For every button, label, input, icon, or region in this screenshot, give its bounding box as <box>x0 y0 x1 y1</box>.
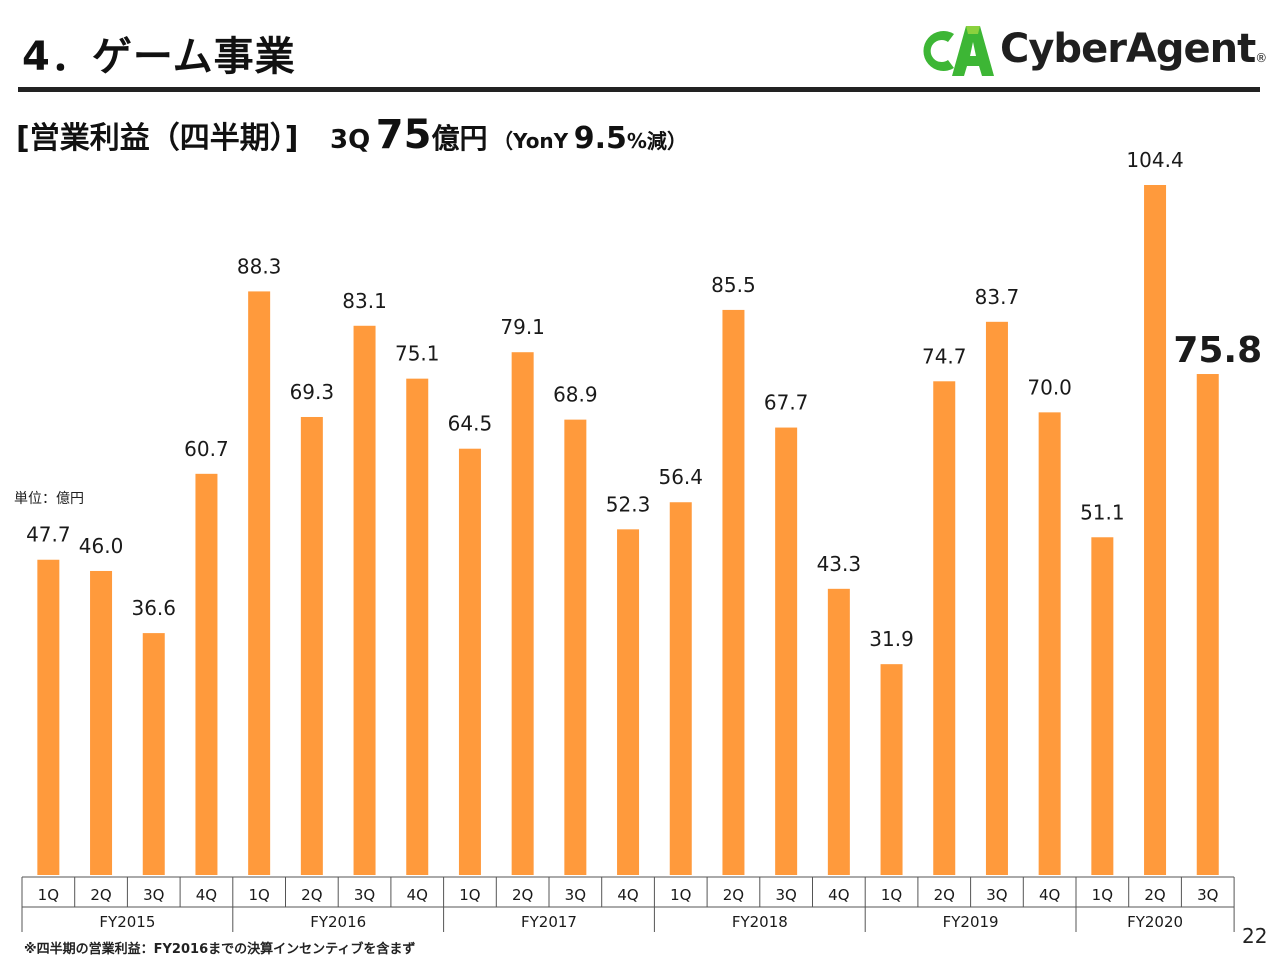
category-tick-label: 4Q <box>828 886 849 904</box>
bar-value-label: 75.1 <box>395 342 440 366</box>
category-tick-label: 1Q <box>459 886 480 904</box>
bar-value-label: 104.4 <box>1126 148 1183 172</box>
category-tick-label: 2Q <box>934 886 955 904</box>
category-tick-label: 2Q <box>1144 886 1165 904</box>
bar <box>722 309 745 875</box>
headline-open-paren: （ <box>493 129 514 153</box>
category-tick-label: 4Q <box>617 886 638 904</box>
bar <box>933 381 956 875</box>
bar <box>827 588 850 875</box>
bar <box>511 352 534 875</box>
fiscal-year-label: FY2015 <box>99 913 155 931</box>
headline-value: 75 <box>375 112 432 158</box>
bar <box>90 570 113 875</box>
bar <box>37 559 60 875</box>
bar <box>195 473 218 875</box>
category-tick-label: 3Q <box>986 886 1007 904</box>
headline-yoy-value: 9.5 <box>573 121 627 156</box>
bar <box>985 321 1008 876</box>
headline-close-paren: ） <box>666 129 687 153</box>
category-tick-label: 3Q <box>354 886 375 904</box>
fiscal-year-label: FY2020 <box>1127 913 1183 931</box>
title-rule <box>18 87 1260 92</box>
bar-value-label: 83.1 <box>342 289 387 313</box>
bar <box>300 416 323 875</box>
bar-value-label: 88.3 <box>237 254 282 278</box>
bar <box>669 502 692 875</box>
bar <box>406 378 429 875</box>
category-tick-label: 3Q <box>565 886 586 904</box>
bar <box>617 529 640 875</box>
cyberagent-logo: CyberAgent® <box>922 20 1267 82</box>
fiscal-year-label: FY2018 <box>732 913 788 931</box>
bar <box>248 291 271 875</box>
category-tick-label: 4Q <box>1039 886 1060 904</box>
bar-value-label: 52.3 <box>606 492 651 516</box>
bar <box>458 448 481 875</box>
bar <box>775 427 798 875</box>
bar-value-label: 46.0 <box>79 534 124 558</box>
category-tick-label: 1Q <box>881 886 902 904</box>
headline-yoy-label: YonY <box>513 129 569 153</box>
bar-value-label: 83.7 <box>975 285 1020 309</box>
bar-value-label: 79.1 <box>500 315 545 339</box>
category-tick-label: 3Q <box>1197 886 1218 904</box>
bar-value-label: 67.7 <box>764 391 809 415</box>
ca-logo-icon <box>923 26 994 76</box>
category-tick-label: 2Q <box>90 886 111 904</box>
bar-value-label: 56.4 <box>658 465 703 489</box>
bar-value-label: 31.9 <box>869 627 914 651</box>
category-tick-label: 1Q <box>248 886 269 904</box>
page-number: 22 <box>1242 924 1268 948</box>
headline-quarter: 3Q <box>330 125 371 155</box>
bar-value-label: 47.7 <box>26 523 71 547</box>
unit-label: 単位：億円 <box>14 491 84 507</box>
category-tick-label: 1Q <box>38 886 59 904</box>
bar-value-label: 64.5 <box>448 412 493 436</box>
fiscal-year-label: FY2016 <box>310 913 366 931</box>
category-tick-label: 3Q <box>143 886 164 904</box>
category-tick-label: 1Q <box>1092 886 1113 904</box>
category-tick-label: 4Q <box>407 886 428 904</box>
bar <box>564 419 587 875</box>
category-tick-label: 3Q <box>775 886 796 904</box>
headline-bracket-title: [営業利益（四半期）] <box>16 121 299 156</box>
bar <box>1038 412 1061 875</box>
bar-value-label: 85.5 <box>711 273 756 297</box>
bar <box>142 633 165 875</box>
headline: [営業利益（四半期）] 3Q 75億円 （YonY 9.5%減） <box>16 112 687 158</box>
bar-value-label: 60.7 <box>184 437 229 461</box>
bar <box>1196 374 1219 875</box>
fiscal-year-label: FY2019 <box>943 913 999 931</box>
bar-value-label: 69.3 <box>290 380 335 404</box>
bar-value-label: 68.9 <box>553 383 598 407</box>
category-tick-label: 1Q <box>670 886 691 904</box>
bar <box>353 325 376 875</box>
category-tick-label: 2Q <box>512 886 533 904</box>
bar <box>1144 185 1167 875</box>
fiscal-year-label: FY2017 <box>521 913 577 931</box>
bar-value-label: 51.1 <box>1080 500 1125 524</box>
category-tick-label: 2Q <box>723 886 744 904</box>
page-title: 4．ゲーム事業 <box>22 34 296 80</box>
category-tick-label: 4Q <box>196 886 217 904</box>
category-tick-label: 2Q <box>301 886 322 904</box>
bar <box>880 664 903 875</box>
bar-value-label: 43.3 <box>817 552 862 576</box>
bar-value-label: 36.6 <box>131 596 176 620</box>
bar-value-label: 70.0 <box>1027 375 1072 399</box>
bar-value-label: 75.8 <box>1173 330 1262 371</box>
bar <box>1091 537 1114 875</box>
footnote: ※四半期の営業利益：FY2016までの決算インセンティブを含まず <box>24 942 416 957</box>
logo-text: CyberAgent® <box>1000 26 1267 72</box>
headline-yoy-suffix: %減 <box>626 129 667 153</box>
bar-value-label: 74.7 <box>922 344 967 368</box>
headline-value-unit: 億円 <box>431 122 488 155</box>
